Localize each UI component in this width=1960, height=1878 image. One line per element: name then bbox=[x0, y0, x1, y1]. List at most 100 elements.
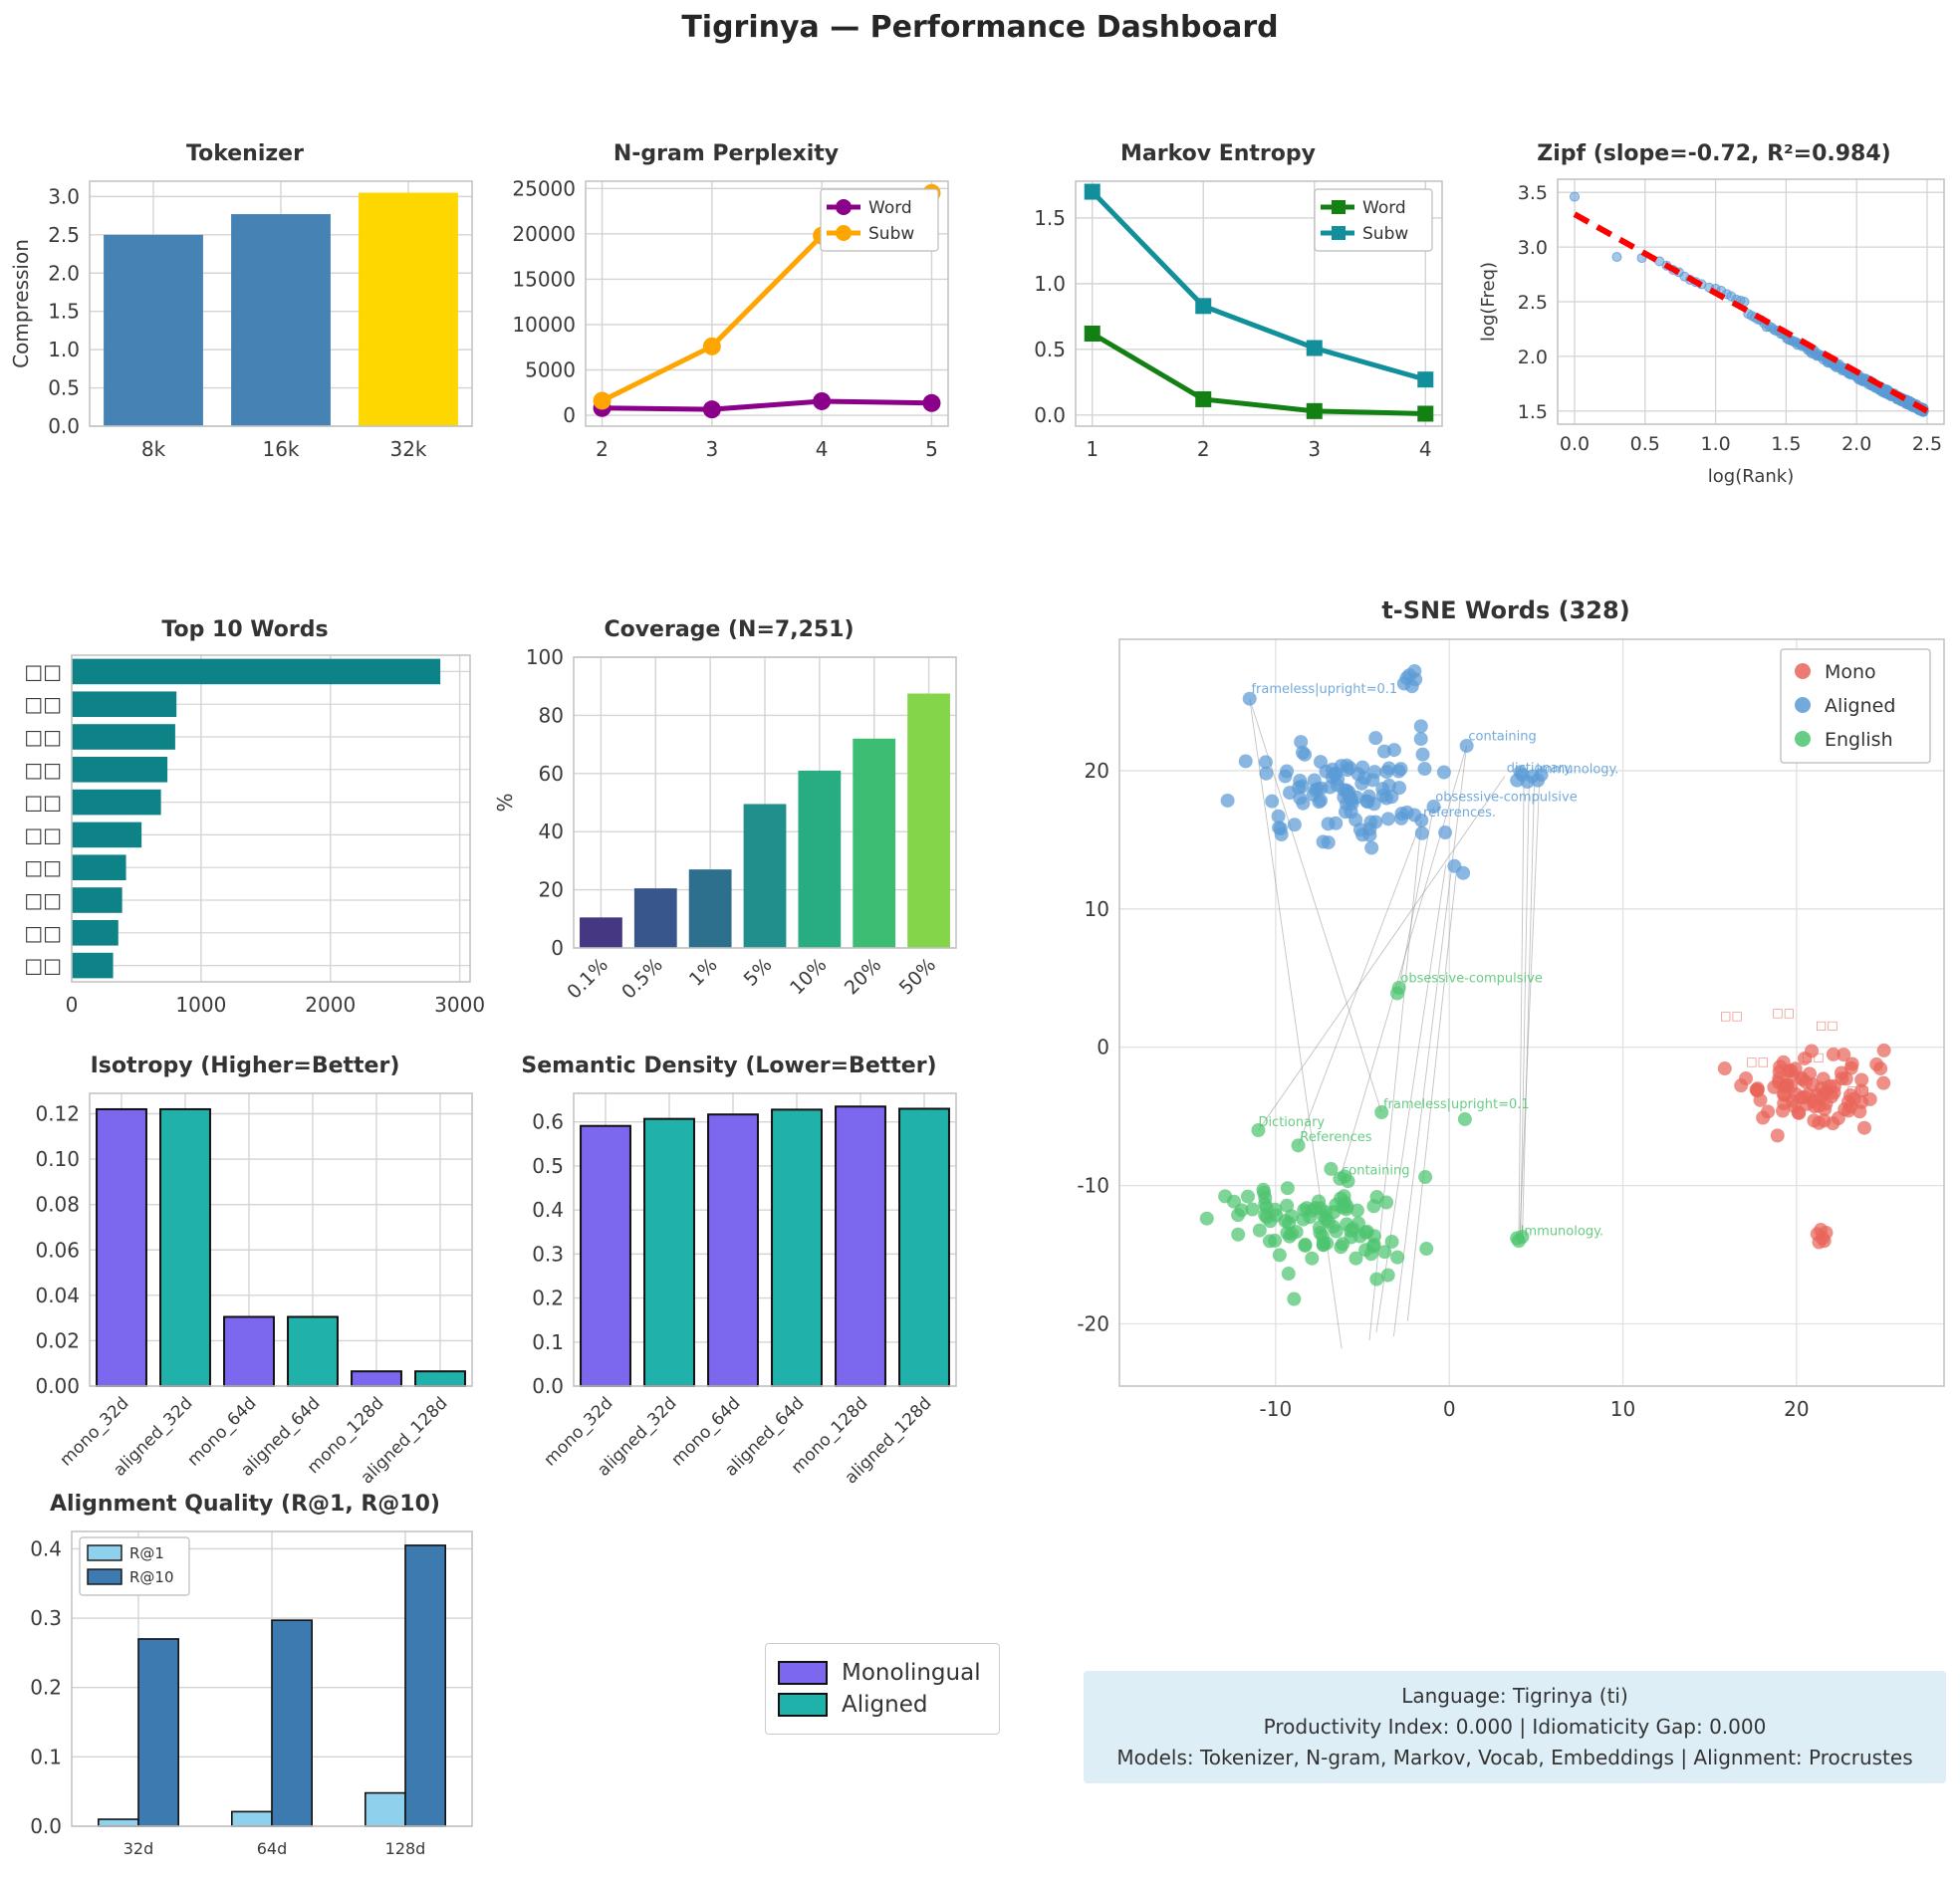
svg-text:16k: 16k bbox=[262, 437, 299, 461]
page-title: Tigrinya — Performance Dashboard bbox=[681, 10, 1279, 45]
svg-text:20: 20 bbox=[539, 878, 564, 902]
svg-text:0.2: 0.2 bbox=[532, 1287, 564, 1310]
chart-alignment-quality: Alignment Quality (R@1, R@10) 0.0 0.1 0.2 0… bbox=[6, 1490, 484, 1870]
svg-text:□□: □□ bbox=[24, 791, 62, 815]
chart-zipf: Zipf (slope=-0.72, R²=0.984) 1.5 2.0 2.5 3.… bbox=[1472, 139, 1956, 500]
svg-text:1.0: 1.0 bbox=[48, 338, 80, 361]
tsne-plot: -20 -10 0 10 20 -10 0 10 20 frameless|upright=0.1… bbox=[1077, 638, 1945, 1421]
coverage-plot: 0 20 40 60 80 100 0.1% 0.5% 1% 5% 10% 20% 50%% bbox=[493, 647, 957, 1004]
svg-text:2.5: 2.5 bbox=[1912, 433, 1942, 455]
svg-text:2.0: 2.0 bbox=[1518, 347, 1548, 368]
svg-text:1.5: 1.5 bbox=[1518, 401, 1548, 423]
tsne-title: t-SNE Words (328) bbox=[1381, 596, 1630, 624]
svg-text:Compression: Compression bbox=[9, 239, 33, 368]
svg-text:0.00: 0.00 bbox=[35, 1374, 80, 1398]
svg-text:0.2: 0.2 bbox=[30, 1676, 62, 1700]
svg-text:0.1: 0.1 bbox=[532, 1330, 564, 1354]
svg-text:dictionary: dictionary bbox=[1507, 761, 1572, 776]
svg-text:□□: □□ bbox=[24, 888, 62, 912]
svg-text:0.5: 0.5 bbox=[1630, 433, 1660, 455]
isotropy-title: Isotropy (Higher=Better) bbox=[90, 1054, 400, 1078]
svg-text:1.0: 1.0 bbox=[1034, 272, 1066, 296]
aligned-swatch bbox=[778, 1693, 828, 1717]
svg-text:1.5: 1.5 bbox=[1034, 206, 1066, 230]
svg-text:2.5: 2.5 bbox=[48, 223, 80, 247]
svg-text:obsessive-compulsive: obsessive-compulsive bbox=[1400, 971, 1542, 986]
svg-text:10%: 10% bbox=[786, 954, 831, 999]
svg-text:0.10: 0.10 bbox=[35, 1147, 80, 1171]
svg-text:-20: -20 bbox=[1077, 1312, 1109, 1336]
svg-text:□□: □□ bbox=[1816, 1019, 1838, 1033]
chart-tokenizer: Tokenizer 0.0 0.5 1.0 1.5 2.0 2.5 3.0 8k 16k 32k C… bbox=[6, 139, 484, 470]
svg-text:□□: □□ bbox=[24, 692, 62, 716]
svg-text:2.0: 2.0 bbox=[1841, 433, 1871, 455]
svg-text:immunology.: immunology. bbox=[1536, 763, 1618, 778]
svg-text:references.: references. bbox=[1423, 806, 1496, 821]
markov-plot: 0.0 0.5 1.0 1.5 1 2 3 4 Word Subw bbox=[1034, 180, 1443, 461]
isotropy-plot: 0.000.020.040.060.080.100.12mono_32dalig… bbox=[35, 1092, 473, 1488]
svg-text:□□: □□ bbox=[24, 954, 62, 978]
svg-text:80: 80 bbox=[539, 703, 564, 727]
svg-text:0.4: 0.4 bbox=[532, 1198, 564, 1222]
svg-text:64d: 64d bbox=[257, 1839, 288, 1858]
chart-isotropy: Isotropy (Higher=Better) 0.00 0.02 0.04 0.0… bbox=[6, 1052, 484, 1494]
svg-text:0.3: 0.3 bbox=[30, 1606, 62, 1630]
svg-text:0.02: 0.02 bbox=[35, 1328, 80, 1352]
svg-text:English: English bbox=[1825, 729, 1893, 751]
svg-text:1.5: 1.5 bbox=[48, 300, 80, 324]
svg-text:1.5: 1.5 bbox=[1771, 433, 1801, 455]
svg-text:2000: 2000 bbox=[305, 993, 356, 1017]
svg-text:0.0: 0.0 bbox=[30, 1814, 62, 1838]
top-words-plot: 0 1000 2000 3000 □□ □□ □□ □□ □□ □□ □□ □□ □□ □□ bbox=[24, 654, 484, 1017]
svg-text:5: 5 bbox=[925, 437, 938, 461]
svg-text:0.0: 0.0 bbox=[48, 414, 80, 438]
svg-text:frameless|upright=0.1: frameless|upright=0.1 bbox=[1251, 682, 1397, 697]
svg-text:50%: 50% bbox=[895, 954, 940, 999]
svg-text:0.0: 0.0 bbox=[1034, 403, 1066, 427]
summary-info-box: Language: Tigrinya (ti) Productivity Ind… bbox=[1084, 1671, 1946, 1783]
svg-text:60: 60 bbox=[539, 762, 564, 786]
svg-text:R@10: R@10 bbox=[129, 1568, 174, 1586]
svg-text:3: 3 bbox=[705, 437, 718, 461]
monolingual-label: Monolingual bbox=[842, 1660, 981, 1686]
svg-text:□□: □□ bbox=[1802, 1051, 1825, 1064]
monolingual-swatch bbox=[778, 1661, 828, 1685]
svg-text:10: 10 bbox=[1610, 1397, 1635, 1421]
svg-text:0.4: 0.4 bbox=[30, 1536, 62, 1560]
svg-text:8k: 8k bbox=[141, 437, 166, 461]
svg-text:Word: Word bbox=[868, 198, 912, 218]
svg-text:0.5: 0.5 bbox=[1034, 338, 1066, 361]
svg-text:0: 0 bbox=[1097, 1036, 1109, 1059]
svg-text:20%: 20% bbox=[841, 954, 885, 999]
svg-text:32k: 32k bbox=[389, 437, 426, 461]
svg-text:4: 4 bbox=[816, 437, 829, 461]
svg-text:□□: □□ bbox=[24, 855, 62, 879]
coverage-title: Coverage (N=7,251) bbox=[604, 617, 855, 642]
aligned-label: Aligned bbox=[842, 1692, 928, 1718]
svg-text:0.5: 0.5 bbox=[48, 376, 80, 400]
tokenizer-plot: 0.0 0.5 1.0 1.5 2.0 2.5 3.0 8k 16k 32k Compression bbox=[9, 180, 473, 461]
svg-text:20: 20 bbox=[1085, 759, 1109, 783]
svg-text:0.0: 0.0 bbox=[532, 1374, 564, 1398]
svg-text:2.5: 2.5 bbox=[1518, 292, 1548, 314]
svg-text:0.0: 0.0 bbox=[1560, 433, 1590, 455]
svg-text:obsessive-compulsive: obsessive-compulsive bbox=[1435, 791, 1577, 806]
svg-text:□□: □□ bbox=[24, 758, 62, 782]
svg-text:-10: -10 bbox=[1077, 1174, 1109, 1198]
svg-text:1000: 1000 bbox=[175, 993, 226, 1017]
svg-text:0.06: 0.06 bbox=[35, 1238, 80, 1262]
svg-text:Mono: Mono bbox=[1825, 661, 1876, 683]
svg-text:□□: □□ bbox=[1846, 1083, 1869, 1097]
svg-text:100: 100 bbox=[526, 647, 564, 669]
svg-text:Dictionary: Dictionary bbox=[1258, 1115, 1325, 1130]
info-language: Language: Tigrinya (ti) bbox=[1401, 1684, 1628, 1708]
svg-text:4: 4 bbox=[1419, 437, 1432, 461]
svg-text:15000: 15000 bbox=[512, 267, 576, 291]
svg-text:20: 20 bbox=[1784, 1397, 1809, 1421]
svg-text:20000: 20000 bbox=[512, 222, 576, 246]
svg-text:□□: □□ bbox=[1772, 1006, 1795, 1020]
svg-text:3: 3 bbox=[1308, 437, 1321, 461]
chart-top-words: Top 10 Words 0 1000 2000 3000 □□ □□ □□ □□ □□ □□ □□… bbox=[6, 615, 484, 1026]
svg-text:log(Rank): log(Rank) bbox=[1708, 466, 1794, 487]
top-words-title: Top 10 Words bbox=[161, 617, 329, 642]
